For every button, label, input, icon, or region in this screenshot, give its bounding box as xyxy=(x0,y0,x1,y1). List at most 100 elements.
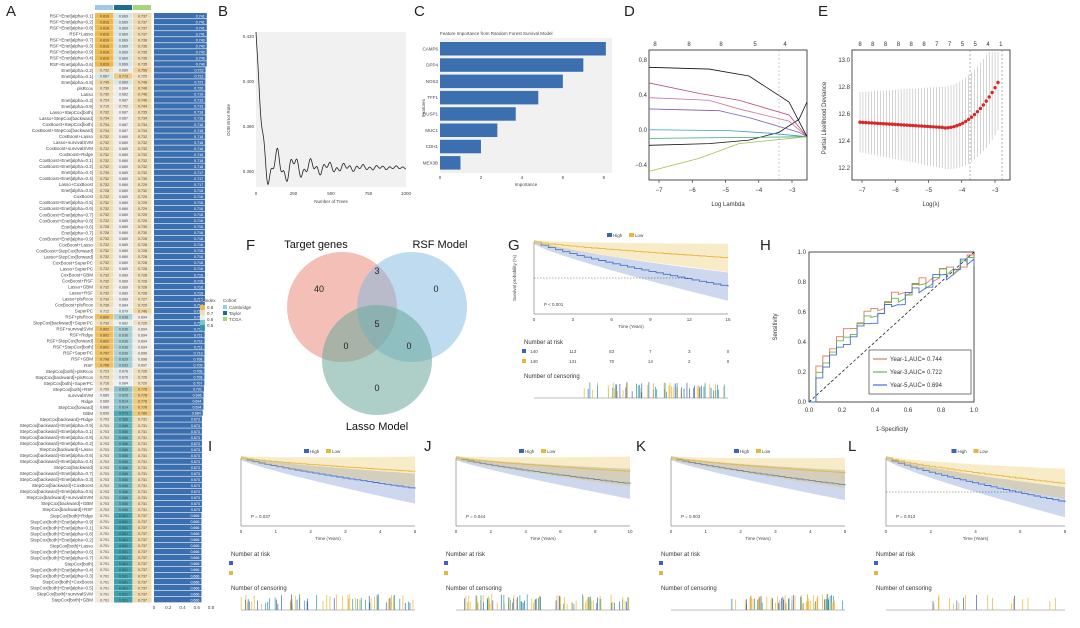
mean-cindex-bar xyxy=(154,554,202,561)
heatmap-row-label: StepCox[backward]+Enet[alpha=0.7] xyxy=(20,471,93,476)
heatmap-row-label: RSF xyxy=(84,363,93,368)
panel-d-xtick: −7 xyxy=(656,188,664,194)
heatmap-cell-value: 0.709 xyxy=(100,388,109,392)
mean-cindex-bar xyxy=(154,524,202,531)
heatmap-cell-value: 0.730 xyxy=(100,87,109,91)
mean-cindex-bar xyxy=(154,572,202,579)
risk-count-high: 140 xyxy=(530,349,538,354)
panel-e-toptick: 8 xyxy=(910,42,914,48)
panel-e-xtick: −6 xyxy=(892,188,900,194)
cv-deviance-point xyxy=(858,120,862,124)
heatmap-cell-value: 0.689 xyxy=(119,255,128,259)
panel-h-ytick: 1.0 xyxy=(798,250,807,256)
importance-bar xyxy=(440,156,461,170)
mean-cindex-bar xyxy=(154,253,206,260)
mean-cindex-bar xyxy=(154,344,205,350)
heatmap-cell xyxy=(95,193,114,200)
heatmap-cell-value: 0.703 xyxy=(100,460,109,464)
heatmap-row-label: StepCox[both]+Enet[alpha=0.4] xyxy=(30,567,93,572)
heatmap-row-label: RSF+SuperPC xyxy=(63,351,94,356)
heatmap-cell-value: 0.732 xyxy=(100,255,109,259)
heatmap-cell-value: 0.689 xyxy=(100,400,109,404)
mean-cindex-value: 0.707 xyxy=(193,382,202,386)
panel-e-toptick: 1 xyxy=(999,42,1003,48)
mean-cindex-value: 0.723 xyxy=(195,69,204,73)
heatmap-cell-value: 0.729 xyxy=(138,207,147,211)
km-xtick: 4 xyxy=(524,529,527,534)
heatmap-cell xyxy=(114,121,133,127)
panel-c-xtick: 0 xyxy=(439,175,442,180)
heatmap-cell xyxy=(95,470,114,477)
heatmap-cell xyxy=(95,115,114,121)
mean-cindex-value: 0.673 xyxy=(191,490,200,494)
heatmap-cell xyxy=(95,362,114,368)
heatmap-cell xyxy=(133,49,152,55)
heatmap-row-label: StepCox[backward]+Enet[alpha=0.3] xyxy=(20,477,93,482)
heatmap-cell-value: 0.737 xyxy=(138,598,147,602)
mean-cindex-value: 0.673 xyxy=(191,466,200,470)
mean-cindex-bar xyxy=(154,548,202,555)
mean-cindex-value: 0.716 xyxy=(194,291,203,295)
heatmap-cell xyxy=(95,49,114,55)
heatmap-cell-value: 0.728 xyxy=(138,261,147,265)
heatmap-cell-value: 0.614 xyxy=(119,400,128,404)
km-censor-title: Number of censoring xyxy=(661,586,717,592)
heatmap-cell-value: 0.697 xyxy=(138,364,147,368)
heatmap-cell xyxy=(133,133,152,140)
km-curve-high-ci-band xyxy=(886,456,1065,518)
panel-b-plot-bg xyxy=(256,32,406,187)
heatmap-row-label: StepCox[backward]+Lasso xyxy=(39,447,93,452)
km-legend-high: High xyxy=(525,449,535,454)
heatmap-cell-value: 0.744 xyxy=(138,105,147,109)
heatmap-cell-value: 0.778 xyxy=(138,394,147,398)
mean-cindex-value: 0.666 xyxy=(190,544,199,548)
km-curve-low-ci-band xyxy=(456,456,630,487)
cv-deviance-point xyxy=(975,109,980,114)
heatmap-cell xyxy=(114,392,133,398)
risk-low-marker xyxy=(229,571,233,575)
cohort-legend-item: TCGA xyxy=(229,317,242,322)
heatmap-cell xyxy=(95,320,114,326)
mean-cindex-bar xyxy=(154,512,202,519)
cv-deviance-point xyxy=(958,122,962,127)
mean-cindex-value: 0.666 xyxy=(190,598,199,602)
cv-deviance-point xyxy=(969,115,974,119)
heatmap-cell-value: 0.730 xyxy=(100,297,109,301)
mean-cindex-bar xyxy=(154,320,205,326)
heatmap-cell-value: 0.586 xyxy=(119,484,128,488)
panel-i-km-curve: High Low P = 0.037 0 1 2 3 4 5 Time (Years) Number… xyxy=(229,449,417,611)
venn-count-target-lasso: 0 xyxy=(343,341,348,351)
panel-b-xtick: 0 xyxy=(255,191,258,196)
heatmap-cell-value: 0.719 xyxy=(100,105,109,109)
mean-cindex-value: 0.666 xyxy=(190,586,199,590)
heatmap-cell-value: 0.737 xyxy=(138,568,147,572)
heatmap-cell xyxy=(114,175,133,182)
mean-cindex-value: 0.666 xyxy=(190,568,199,572)
heatmap-cell-value: 0.701 xyxy=(100,550,109,554)
venn-circle-lasso-model xyxy=(322,305,432,415)
mean-cindex-bar xyxy=(154,374,205,380)
heatmap-cell-value: 0.732 xyxy=(100,261,109,265)
cindex-swatch xyxy=(200,315,205,320)
heatmap-row-label: CoxBoost+Lasso xyxy=(59,242,94,247)
km-legend-low-swatch xyxy=(326,449,331,453)
heatmap-cell-value: 0.735 xyxy=(138,45,147,49)
heatmap-cell xyxy=(133,199,152,206)
heatmap-cell xyxy=(95,145,114,152)
km-xtick: 3 xyxy=(572,317,575,322)
heatmap-cell xyxy=(95,259,114,266)
cohort-swatch xyxy=(223,311,227,315)
heatmap-row-label: Lasso+StepCox[forward] xyxy=(44,254,93,259)
heatmap-cell xyxy=(114,374,133,380)
heatmap-cell-value: 0.802 xyxy=(100,327,109,331)
heatmap-cell xyxy=(133,404,152,410)
mean-cindex-bar xyxy=(154,542,202,549)
panel-label-l: L xyxy=(848,438,857,455)
heatmap-cell-value: 0.734 xyxy=(100,117,109,121)
lasso-coef-path xyxy=(648,82,808,137)
heatmap-cell xyxy=(133,368,152,374)
mean-cindex-value: 0.711 xyxy=(194,321,203,325)
mean-cindex-value: 0.673 xyxy=(191,430,200,434)
mean-cindex-value: 0.708 xyxy=(193,370,202,374)
heatmap-cell xyxy=(114,542,133,549)
